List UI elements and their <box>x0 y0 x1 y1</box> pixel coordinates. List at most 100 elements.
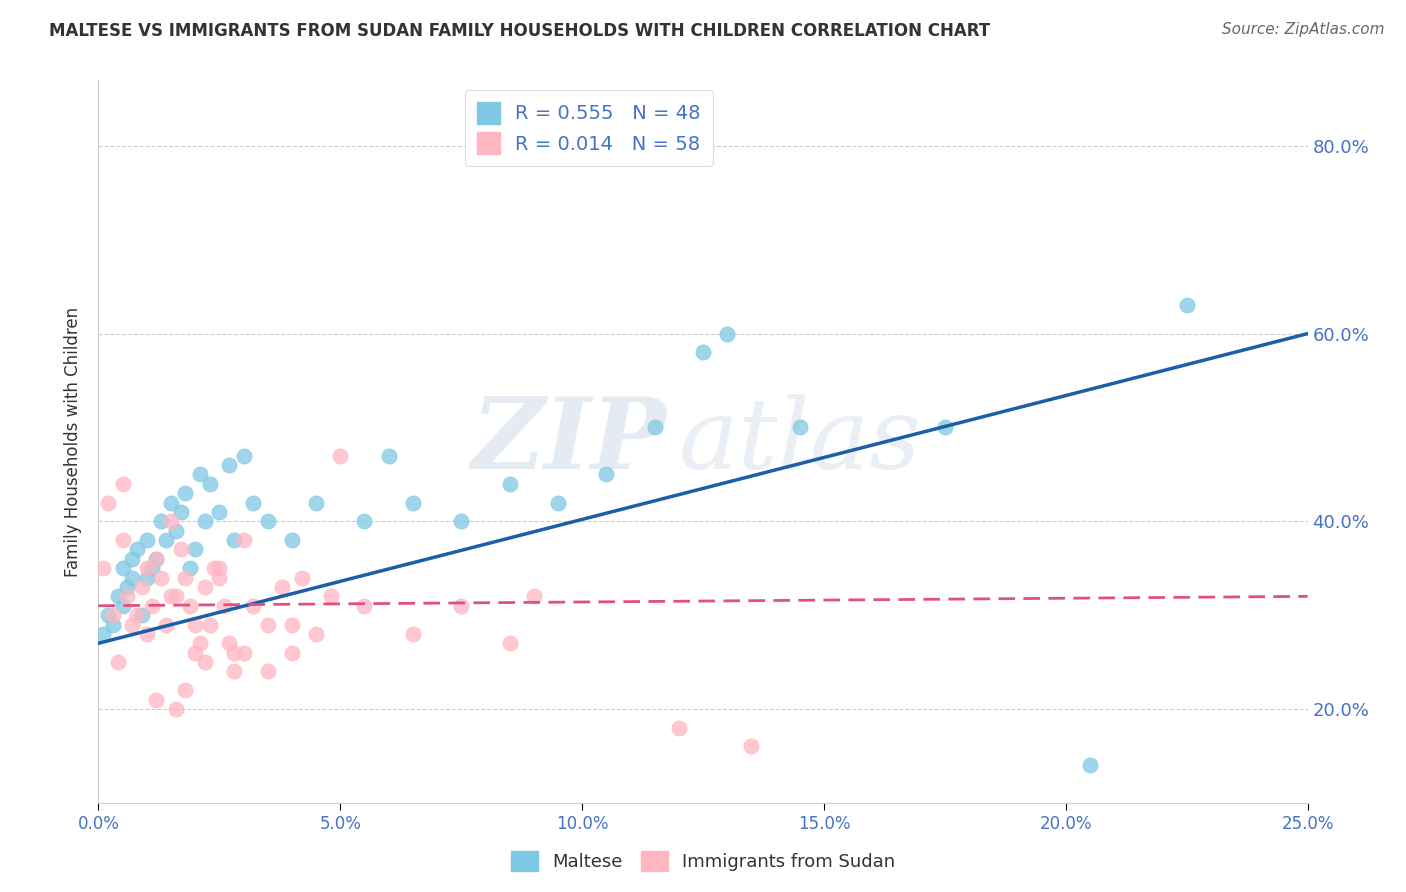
Point <box>194 514 217 528</box>
Point <box>165 590 187 604</box>
Point <box>179 561 201 575</box>
Point <box>450 514 472 528</box>
Point <box>155 533 177 547</box>
Point <box>523 590 546 604</box>
Point <box>160 495 183 509</box>
Point <box>271 580 294 594</box>
Point <box>208 571 231 585</box>
Point <box>111 533 134 547</box>
Point <box>692 345 714 359</box>
Point <box>91 627 114 641</box>
Point <box>150 514 173 528</box>
Point <box>111 561 134 575</box>
Point <box>353 599 375 613</box>
Point <box>135 627 157 641</box>
Point <box>188 636 211 650</box>
Point <box>498 476 520 491</box>
Point <box>1078 758 1101 772</box>
Point <box>716 326 738 341</box>
Text: Source: ZipAtlas.com: Source: ZipAtlas.com <box>1222 22 1385 37</box>
Point <box>595 467 617 482</box>
Point <box>169 542 191 557</box>
Point <box>135 561 157 575</box>
Point <box>222 646 245 660</box>
Point <box>107 590 129 604</box>
Point <box>169 505 191 519</box>
Point <box>127 608 149 623</box>
Point <box>188 467 211 482</box>
Point <box>218 636 240 650</box>
Point <box>242 599 264 613</box>
Point <box>131 608 153 623</box>
Point <box>141 599 163 613</box>
Point <box>329 449 352 463</box>
Point <box>145 551 167 566</box>
Point <box>305 495 328 509</box>
Point <box>402 495 425 509</box>
Point <box>377 449 399 463</box>
Point <box>111 476 134 491</box>
Point <box>127 542 149 557</box>
Point <box>212 599 235 613</box>
Point <box>165 702 187 716</box>
Point <box>232 646 254 660</box>
Point <box>232 533 254 547</box>
Point <box>91 561 114 575</box>
Point <box>184 542 207 557</box>
Text: ZIP: ZIP <box>472 393 666 490</box>
Point <box>184 646 207 660</box>
Point <box>198 476 221 491</box>
Point <box>165 524 187 538</box>
Point <box>402 627 425 641</box>
Point <box>281 646 304 660</box>
Point <box>174 571 197 585</box>
Point <box>281 617 304 632</box>
Point <box>145 692 167 706</box>
Point <box>121 571 143 585</box>
Point <box>305 627 328 641</box>
Text: atlas: atlas <box>679 394 921 489</box>
Point <box>740 739 762 754</box>
Point <box>97 495 120 509</box>
Point <box>160 590 183 604</box>
Point <box>135 571 157 585</box>
Point <box>256 665 278 679</box>
Point <box>145 551 167 566</box>
Point <box>107 655 129 669</box>
Point <box>319 590 342 604</box>
Point <box>155 617 177 632</box>
Point <box>121 617 143 632</box>
Point <box>194 580 217 594</box>
Point <box>204 561 226 575</box>
Point <box>208 561 231 575</box>
Point <box>281 533 304 547</box>
Point <box>1175 298 1198 312</box>
Legend: R = 0.555   N = 48, R = 0.014   N = 58: R = 0.555 N = 48, R = 0.014 N = 58 <box>465 90 713 166</box>
Point <box>111 599 134 613</box>
Point <box>232 449 254 463</box>
Point <box>179 599 201 613</box>
Text: MALTESE VS IMMIGRANTS FROM SUDAN FAMILY HOUSEHOLDS WITH CHILDREN CORRELATION CHA: MALTESE VS IMMIGRANTS FROM SUDAN FAMILY … <box>49 22 990 40</box>
Point <box>789 420 811 434</box>
Point <box>290 571 312 585</box>
Point <box>141 561 163 575</box>
Point <box>242 495 264 509</box>
Point <box>160 514 183 528</box>
Y-axis label: Family Households with Children: Family Households with Children <box>65 307 83 576</box>
Point <box>198 617 221 632</box>
Point <box>131 580 153 594</box>
Point <box>174 486 197 500</box>
Point <box>97 608 120 623</box>
Point <box>934 420 956 434</box>
Point <box>150 571 173 585</box>
Point <box>194 655 217 669</box>
Point <box>450 599 472 613</box>
Point <box>101 608 124 623</box>
Point <box>121 551 143 566</box>
Legend: Maltese, Immigrants from Sudan: Maltese, Immigrants from Sudan <box>503 844 903 879</box>
Point <box>256 617 278 632</box>
Point <box>174 683 197 698</box>
Point <box>135 533 157 547</box>
Point <box>101 617 124 632</box>
Point <box>256 514 278 528</box>
